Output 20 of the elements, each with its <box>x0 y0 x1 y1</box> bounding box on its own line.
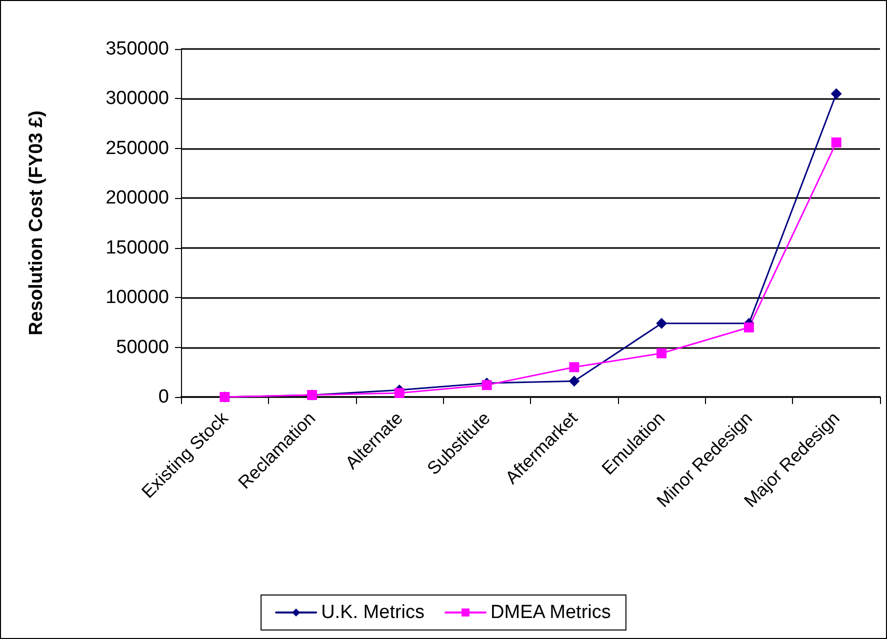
point <box>482 380 492 390</box>
y-tick-label: 250000 <box>106 138 169 159</box>
point <box>394 388 404 398</box>
point <box>568 376 580 387</box>
legend-label: U.K. Metrics <box>321 602 425 623</box>
y-axis-title: Resolution Cost (FY03 £) <box>26 110 47 336</box>
y-tick-label: 350000 <box>106 38 169 60</box>
point <box>656 318 668 329</box>
y-tick-label: 300000 <box>106 88 169 110</box>
y-tick-label: 50000 <box>116 336 169 358</box>
point <box>831 137 842 148</box>
legend-label: DMEA Metrics <box>490 602 611 623</box>
y-tick-label: 0 <box>158 386 169 408</box>
point <box>830 88 842 100</box>
y-tick-label: 150000 <box>106 237 169 258</box>
point <box>744 322 754 332</box>
y-tick-label: 100000 <box>106 287 169 308</box>
y-tick-label: 200000 <box>106 188 169 209</box>
point <box>656 348 667 358</box>
point <box>569 362 580 372</box>
